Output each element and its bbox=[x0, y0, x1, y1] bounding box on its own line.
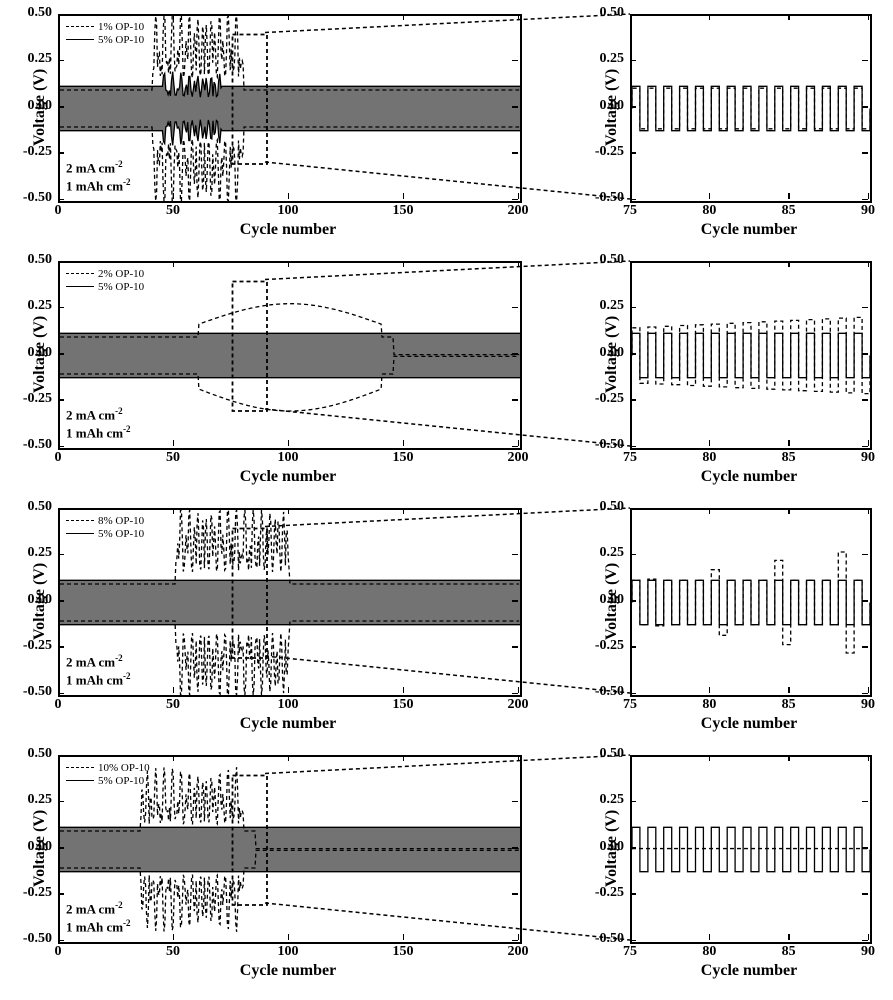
current-density-label: 2 mA cm-2 bbox=[66, 653, 123, 670]
legend-row-3: 8% OP-105% OP-10 bbox=[66, 514, 144, 540]
legend-item: 2% OP-10 bbox=[98, 268, 144, 280]
capacity-label: 1 mAh cm-2 bbox=[66, 671, 131, 688]
xlabel-main-row-4: Cycle number bbox=[228, 962, 348, 980]
legend-item: 1% OP-10 bbox=[98, 21, 144, 33]
current-density-label: 2 mA cm-2 bbox=[66, 900, 123, 917]
capacity-label: 1 mAh cm-2 bbox=[66, 424, 131, 441]
capacity-label: 1 mAh cm-2 bbox=[66, 918, 131, 935]
legend-item: 10% OP-10 bbox=[98, 762, 150, 774]
xlabel-zoom-row-4: Cycle number bbox=[689, 962, 809, 980]
legend-item: 5% OP-10 bbox=[98, 775, 144, 787]
legend-item: 5% OP-10 bbox=[98, 34, 144, 46]
xlabel-main-row-1: Cycle number bbox=[228, 221, 348, 239]
legend-item: 8% OP-10 bbox=[98, 515, 144, 527]
zoom-plot-row-1 bbox=[630, 14, 872, 203]
current-density-label: 2 mA cm-2 bbox=[66, 159, 123, 176]
xlabel-zoom-row-1: Cycle number bbox=[689, 221, 809, 239]
zoom-plot-row-4 bbox=[630, 755, 872, 944]
xlabel-zoom-row-3: Cycle number bbox=[689, 715, 809, 733]
zoom-plot-row-3 bbox=[630, 508, 872, 697]
legend-row-2: 2% OP-105% OP-10 bbox=[66, 267, 144, 293]
legend-row-1: 1% OP-105% OP-10 bbox=[66, 20, 144, 46]
legend-row-4: 10% OP-105% OP-10 bbox=[66, 761, 150, 787]
capacity-label: 1 mAh cm-2 bbox=[66, 177, 131, 194]
xlabel-main-row-2: Cycle number bbox=[228, 468, 348, 486]
legend-item: 5% OP-10 bbox=[98, 281, 144, 293]
legend-item: 5% OP-10 bbox=[98, 528, 144, 540]
zoom-plot-row-2 bbox=[630, 261, 872, 450]
current-density-label: 2 mA cm-2 bbox=[66, 406, 123, 423]
xlabel-main-row-3: Cycle number bbox=[228, 715, 348, 733]
xlabel-zoom-row-2: Cycle number bbox=[689, 468, 809, 486]
